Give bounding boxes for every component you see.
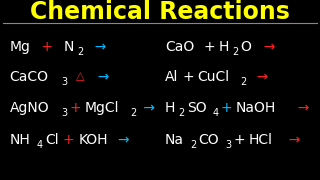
Text: NH: NH (10, 133, 30, 147)
Text: +: + (63, 133, 75, 147)
Text: NaOH: NaOH (236, 101, 276, 115)
Text: +: + (220, 101, 232, 115)
Text: N: N (64, 40, 74, 54)
Text: AgNO: AgNO (10, 101, 49, 115)
Text: Mg: Mg (10, 40, 30, 54)
Text: →: → (117, 133, 129, 147)
Text: MgCl: MgCl (85, 101, 120, 115)
Text: +: + (233, 133, 245, 147)
Text: CaO: CaO (165, 40, 194, 54)
Text: →: → (289, 101, 309, 115)
Text: +: + (203, 40, 215, 54)
Text: KOH: KOH (78, 133, 108, 147)
Text: H: H (165, 101, 175, 115)
Text: →: → (86, 40, 106, 54)
Text: →: → (89, 70, 110, 84)
Text: 2: 2 (131, 108, 137, 118)
Text: 3: 3 (62, 108, 68, 118)
Text: H: H (219, 40, 229, 54)
Text: △: △ (69, 71, 84, 82)
Text: Cl: Cl (45, 133, 59, 147)
Text: →: → (255, 40, 275, 54)
Text: CO: CO (198, 133, 219, 147)
Text: Na: Na (165, 133, 184, 147)
Text: Al: Al (165, 70, 178, 84)
Text: CaCO: CaCO (10, 70, 49, 84)
Text: 4: 4 (37, 140, 43, 150)
Text: 4: 4 (212, 108, 219, 118)
Text: CuCl: CuCl (198, 70, 230, 84)
Text: O: O (240, 40, 251, 54)
Text: SO: SO (187, 101, 206, 115)
Text: 2: 2 (240, 77, 246, 87)
Text: →: → (280, 133, 300, 147)
Text: →: → (139, 101, 155, 115)
Text: +: + (182, 70, 194, 84)
Text: 3: 3 (61, 77, 67, 87)
Text: 2: 2 (77, 47, 84, 57)
Text: 2: 2 (232, 47, 238, 57)
Text: 2: 2 (179, 108, 185, 118)
Text: +: + (70, 101, 81, 115)
Text: Chemical Reactions: Chemical Reactions (30, 0, 290, 24)
Text: 2: 2 (190, 140, 196, 150)
Text: →: → (248, 70, 268, 84)
Text: 3: 3 (225, 140, 231, 150)
Text: HCl: HCl (249, 133, 273, 147)
Text: +: + (37, 40, 58, 54)
